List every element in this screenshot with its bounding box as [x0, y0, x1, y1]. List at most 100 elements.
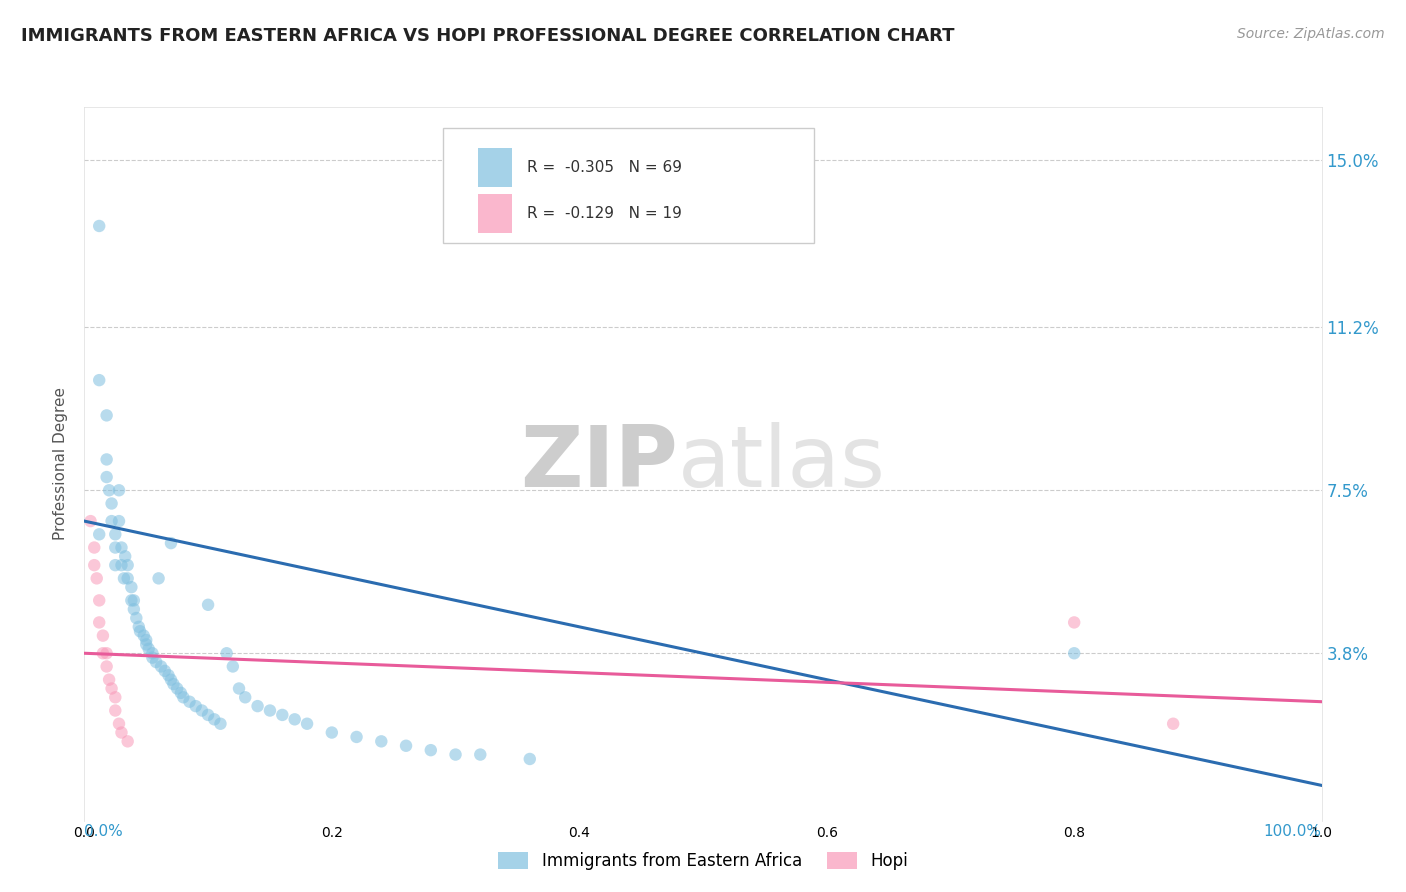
Point — [138, 641, 160, 656]
Bar — [478, 148, 512, 187]
Point — [141, 650, 163, 665]
Point — [79, 514, 101, 528]
Point — [96, 646, 118, 660]
Bar — [478, 194, 512, 233]
Point — [129, 624, 152, 639]
Point — [209, 716, 232, 731]
Point — [104, 527, 127, 541]
Point — [96, 659, 118, 673]
Point — [125, 611, 148, 625]
Text: 0.0%: 0.0% — [84, 824, 124, 839]
Point — [170, 686, 193, 700]
Point — [110, 541, 132, 555]
Point — [96, 452, 118, 467]
Point — [104, 690, 127, 705]
Point — [295, 716, 318, 731]
Point — [160, 536, 183, 550]
Point — [259, 704, 281, 718]
Point — [91, 646, 114, 660]
Point — [104, 704, 127, 718]
Point — [172, 690, 194, 705]
Point — [108, 483, 131, 498]
Point — [86, 571, 108, 585]
Point — [145, 655, 167, 669]
Text: atlas: atlas — [678, 422, 886, 506]
Point — [135, 637, 157, 651]
Point — [395, 739, 418, 753]
Point — [162, 677, 184, 691]
Point — [444, 747, 467, 762]
Point — [157, 668, 180, 682]
Point — [100, 681, 122, 696]
Legend: Immigrants from Eastern Africa, Hopi: Immigrants from Eastern Africa, Hopi — [492, 845, 914, 877]
Point — [141, 646, 163, 660]
Text: IMMIGRANTS FROM EASTERN AFRICA VS HOPI PROFESSIONAL DEGREE CORRELATION CHART: IMMIGRANTS FROM EASTERN AFRICA VS HOPI P… — [21, 27, 955, 45]
Point — [148, 571, 170, 585]
Point — [128, 620, 150, 634]
Point — [104, 558, 127, 573]
Point — [233, 690, 256, 705]
Point — [202, 712, 225, 726]
Text: 100.0%: 100.0% — [1264, 824, 1322, 839]
Point — [191, 704, 214, 718]
Point — [117, 558, 139, 573]
Text: R =  -0.129   N = 19: R = -0.129 N = 19 — [527, 206, 682, 221]
Point — [122, 593, 145, 607]
Point — [184, 699, 207, 714]
Point — [470, 747, 492, 762]
Point — [150, 659, 173, 673]
Y-axis label: Professional Degree: Professional Degree — [53, 387, 69, 541]
Point — [98, 673, 121, 687]
Point — [153, 664, 176, 678]
Point — [166, 681, 188, 696]
Point — [83, 558, 105, 573]
Point — [179, 695, 201, 709]
Point — [271, 707, 294, 722]
Point — [1063, 615, 1085, 630]
Point — [96, 409, 118, 423]
Point — [197, 598, 219, 612]
Point — [108, 716, 131, 731]
Text: Source: ZipAtlas.com: Source: ZipAtlas.com — [1237, 27, 1385, 41]
Point — [98, 483, 121, 498]
Point — [222, 659, 245, 673]
Text: ZIP: ZIP — [520, 422, 678, 506]
Point — [89, 527, 111, 541]
Point — [89, 593, 111, 607]
Point — [89, 219, 111, 233]
Point — [117, 571, 139, 585]
Point — [346, 730, 368, 744]
Point — [112, 571, 135, 585]
Point — [370, 734, 392, 748]
Point — [160, 673, 183, 687]
Point — [120, 593, 142, 607]
Point — [89, 615, 111, 630]
Point — [197, 707, 219, 722]
Point — [321, 725, 343, 739]
Point — [96, 470, 118, 484]
Point — [1063, 646, 1085, 660]
Point — [104, 541, 127, 555]
Point — [1161, 716, 1184, 731]
Point — [114, 549, 136, 564]
Point — [117, 734, 139, 748]
Point — [83, 541, 105, 555]
Point — [135, 633, 157, 648]
Point — [284, 712, 307, 726]
Point — [110, 558, 132, 573]
Point — [215, 646, 238, 660]
Point — [419, 743, 441, 757]
Point — [89, 373, 111, 387]
Point — [519, 752, 541, 766]
Point — [108, 514, 131, 528]
Point — [110, 725, 132, 739]
Point — [132, 629, 155, 643]
Point — [120, 580, 142, 594]
Text: R =  -0.305   N = 69: R = -0.305 N = 69 — [527, 160, 682, 175]
Point — [246, 699, 269, 714]
Point — [228, 681, 250, 696]
Point — [122, 602, 145, 616]
FancyBboxPatch shape — [443, 128, 814, 243]
Point — [100, 514, 122, 528]
Point — [91, 629, 114, 643]
